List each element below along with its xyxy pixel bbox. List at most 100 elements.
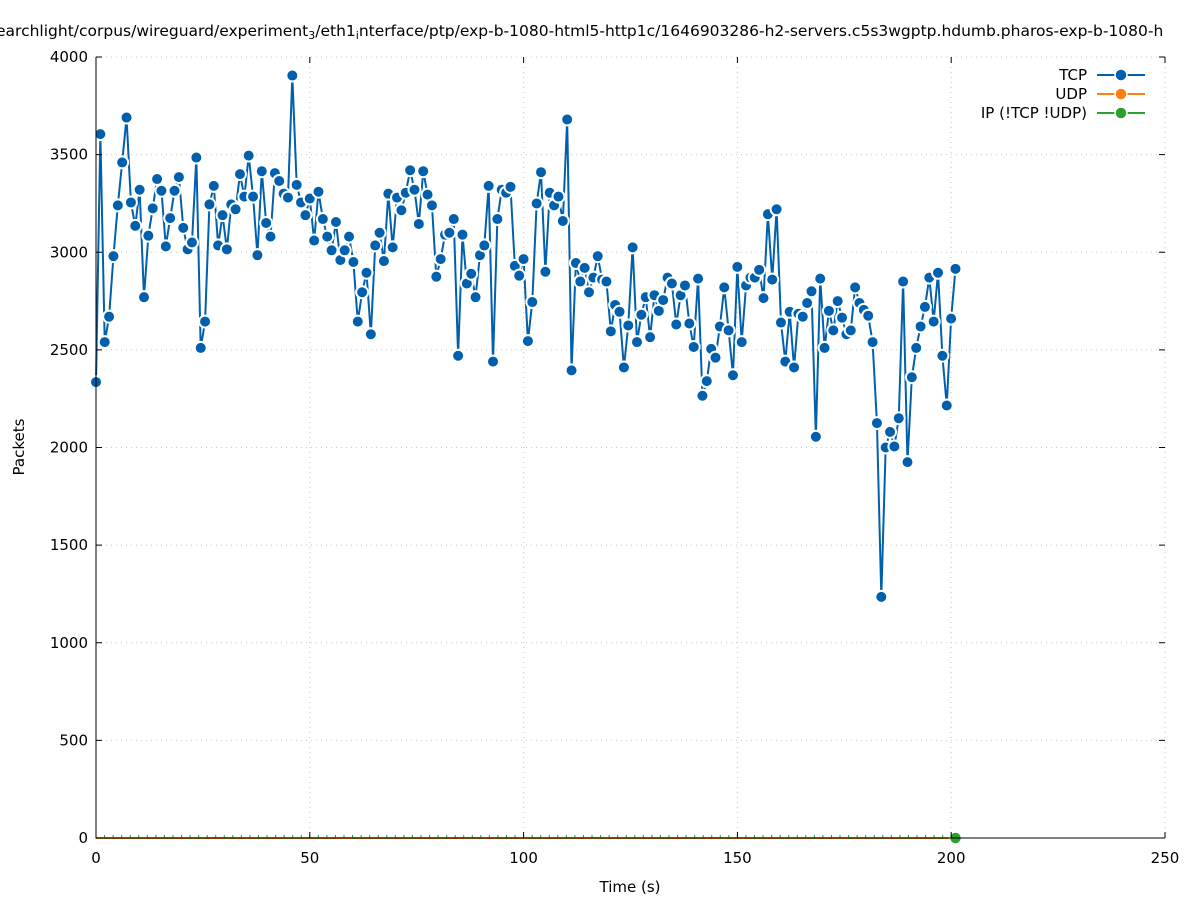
- tcp-data-point: [241, 148, 256, 163]
- tcp-data-point: [599, 274, 614, 289]
- tcp-data-point: [246, 189, 261, 204]
- tcp-data-point: [664, 276, 679, 291]
- tcp-data-point: [102, 309, 117, 324]
- tcp-data-point: [119, 110, 134, 125]
- tcp-data-point: [512, 268, 527, 283]
- tcp-data-point: [773, 315, 788, 330]
- y-tick-label: 2000: [50, 439, 88, 457]
- tcp-data-point: [843, 323, 858, 338]
- tcp-data-point: [416, 164, 431, 179]
- tcp-data-point: [150, 172, 165, 187]
- tcp-data-point: [682, 316, 697, 331]
- tcp-data-point: [315, 212, 330, 227]
- tcp-data-point: [931, 265, 946, 280]
- tcp-data-point: [372, 225, 387, 240]
- tcp-data-point: [215, 208, 230, 223]
- tcp-data-point: [752, 262, 767, 277]
- tcp-data-point: [307, 233, 322, 248]
- tcp-data-point: [861, 308, 876, 323]
- tcp-data-point: [686, 339, 701, 354]
- tcp-data-point: [206, 178, 221, 193]
- y-tick-label: 500: [59, 731, 88, 749]
- tcp-data-point: [403, 163, 418, 178]
- tcp-data-point: [455, 227, 470, 242]
- grid-lines: [96, 56, 1166, 838]
- tcp-data-point: [848, 280, 863, 295]
- tcp-data-point: [359, 265, 374, 280]
- x-axis-label: Time (s): [599, 878, 661, 896]
- tcp-data-point: [725, 368, 740, 383]
- tcp-data-point: [795, 309, 810, 324]
- tcp-data-point: [917, 299, 932, 314]
- y-tick-label: 4000: [50, 48, 88, 66]
- tcp-data-point: [612, 304, 627, 319]
- tcp-data-point: [219, 242, 234, 257]
- tcp-data-point: [250, 248, 265, 263]
- tcp-data-point: [429, 269, 444, 284]
- tcp-data-point: [865, 335, 880, 350]
- tcp-data-point: [808, 429, 823, 444]
- tcp-data-point: [529, 196, 544, 211]
- ticks: 0 500 1000 1500 2000 2500 3000 3500 4000 0 50 100 15…: [50, 48, 1180, 867]
- tcp-data-point: [198, 314, 213, 329]
- title-part: earchlight/corpus/wireguard/experiment: [0, 22, 308, 40]
- tcp-data-point: [734, 335, 749, 350]
- tcp-data-point: [677, 278, 692, 293]
- tcp-data-point: [826, 323, 841, 338]
- x-tick-label: 0: [91, 849, 101, 867]
- tcp-data-point: [184, 235, 199, 250]
- tcp-data-point: [132, 182, 147, 197]
- tcp-data-point: [411, 216, 426, 231]
- tcp-data-point: [573, 274, 588, 289]
- tcp-data-point: [477, 238, 492, 253]
- tcp-data-point: [520, 334, 535, 349]
- tcp-data-point: [560, 112, 575, 127]
- tcp-data-point: [787, 360, 802, 375]
- tcp-data-point: [123, 195, 138, 210]
- tcp-data-point: [721, 323, 736, 338]
- tcp-data-point: [202, 197, 217, 212]
- tcp-data-point: [324, 243, 339, 258]
- tcp-data-point: [442, 225, 457, 240]
- tcp-data-point: [909, 340, 924, 355]
- tcp-data-point: [176, 220, 191, 235]
- tcp-data-point: [708, 350, 723, 365]
- tcp-data-point: [232, 167, 247, 182]
- tcp-data-point: [350, 314, 365, 329]
- tcp-data-point: [298, 208, 313, 223]
- tcp-data-point: [590, 249, 605, 264]
- tcp-data-point: [311, 184, 326, 199]
- tcp-data-point: [813, 271, 828, 286]
- tcp-data-point: [394, 203, 409, 218]
- tcp-data-point: [581, 285, 596, 300]
- tcp-data-point: [446, 212, 461, 227]
- tcp-data-point: [193, 340, 208, 355]
- tcp-data-point: [800, 296, 815, 311]
- tcp-data-point: [939, 398, 954, 413]
- tcp-data-point: [115, 155, 130, 170]
- tcp-data-point: [171, 170, 186, 185]
- tcp-data-point: [376, 254, 391, 269]
- title-part: nterface/ptp/exp-b-1080-html5-http1c/164…: [359, 22, 1163, 40]
- tcp-data-point: [730, 259, 745, 274]
- tcp-data-point: [538, 264, 553, 279]
- tcp-data-point: [254, 164, 269, 179]
- y-tick-label: 1000: [50, 634, 88, 652]
- tcp-data-point: [603, 324, 618, 339]
- tcp-data-point: [616, 360, 631, 375]
- tcp-data-point: [289, 177, 304, 192]
- tcp-data-point: [817, 340, 832, 355]
- tcp-data-point: [887, 439, 902, 454]
- tcp-data-point: [342, 229, 357, 244]
- tcp-data-point: [948, 261, 963, 276]
- tcp-data-point: [765, 272, 780, 287]
- tcp-data-point: [869, 416, 884, 431]
- tcp-data-point: [285, 68, 300, 83]
- legend-marker: [1114, 87, 1128, 101]
- tcp-data-point: [656, 293, 671, 308]
- tcp-data-point: [926, 314, 941, 329]
- y-tick-label: 0: [78, 829, 88, 847]
- tcp-data-point: [830, 294, 845, 309]
- tcp-data-point: [407, 182, 422, 197]
